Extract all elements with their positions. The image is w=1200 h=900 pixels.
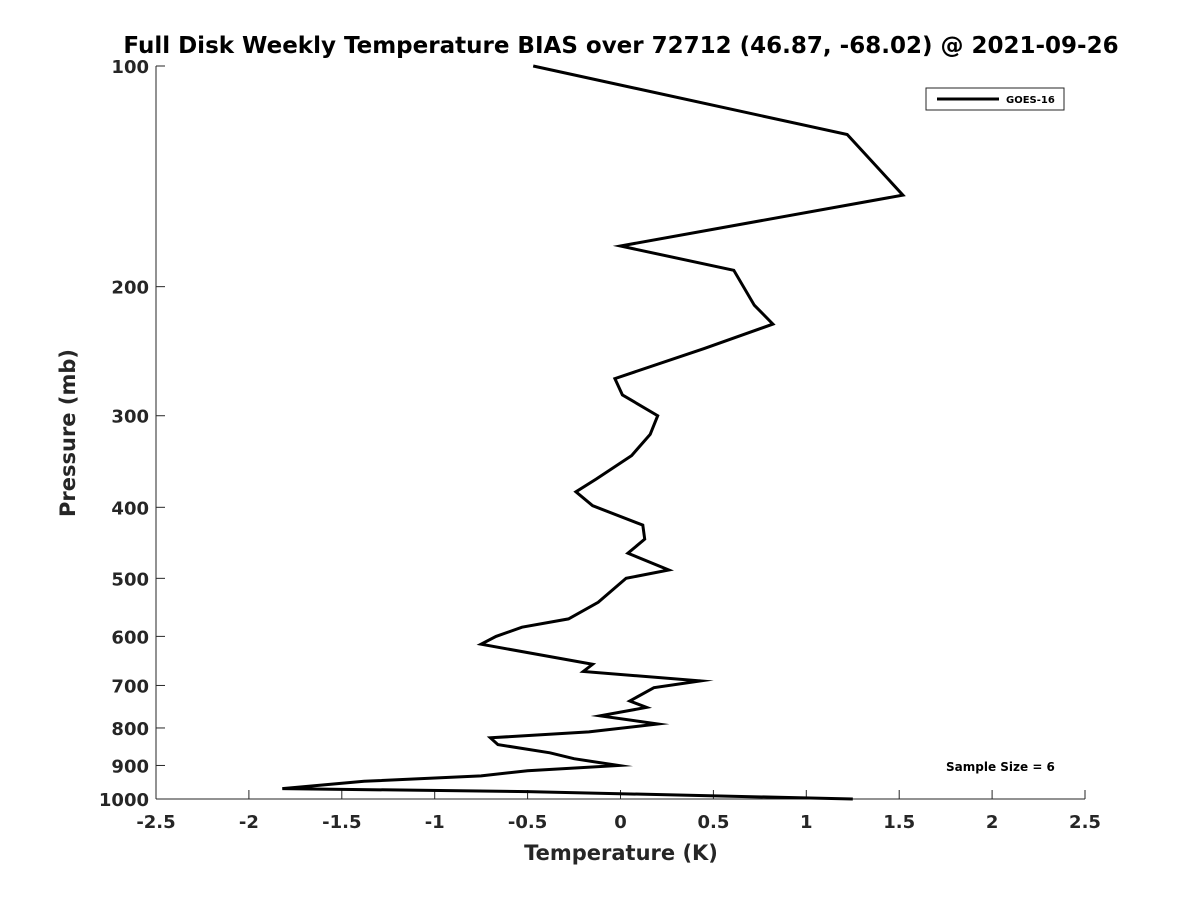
y-tick-label: 100	[111, 57, 149, 78]
y-tick-label: 300	[111, 407, 149, 428]
legend: GOES-16	[925, 87, 1065, 111]
y-tick-label: 600	[111, 627, 149, 648]
x-tick-label: 0.5	[697, 812, 729, 833]
x-tick-label: -2	[239, 812, 259, 833]
y-tick-label: 1000	[99, 790, 149, 811]
chart-title: Full Disk Weekly Temperature BIAS over 7…	[123, 33, 1118, 59]
y-tick-label: 400	[111, 498, 149, 519]
x-tick-label: 2	[986, 812, 999, 833]
x-tick-label: 2.5	[1069, 812, 1101, 833]
x-tick-label: 1.5	[883, 812, 915, 833]
y-tick-label: 200	[111, 278, 149, 299]
x-tick-label: -1	[425, 812, 445, 833]
x-tick-label: -1.5	[322, 812, 361, 833]
x-tick-label: -0.5	[508, 812, 547, 833]
series-line	[282, 64, 906, 801]
x-tick-label: 1	[800, 812, 813, 833]
plot-area: -2.5 -2 -1.5 -1 -0.5 0 0.5 1 1.5 2 2.5 100 200 300 400…	[99, 57, 1101, 833]
y-tick-label: 700	[111, 676, 149, 697]
legend-entry: GOES-16	[1006, 95, 1055, 106]
x-axis-label: Temperature (K)	[524, 841, 718, 865]
x-tick-label: -2.5	[136, 812, 175, 833]
x-tick-label: 0	[614, 812, 627, 833]
y-axis-label: Pressure (mb)	[56, 349, 80, 517]
sample-size-annotation: Sample Size = 6	[946, 760, 1055, 774]
y-tick-label: 800	[111, 719, 149, 740]
y-tick-label: 900	[111, 756, 149, 777]
y-tick-label: 500	[111, 569, 149, 590]
